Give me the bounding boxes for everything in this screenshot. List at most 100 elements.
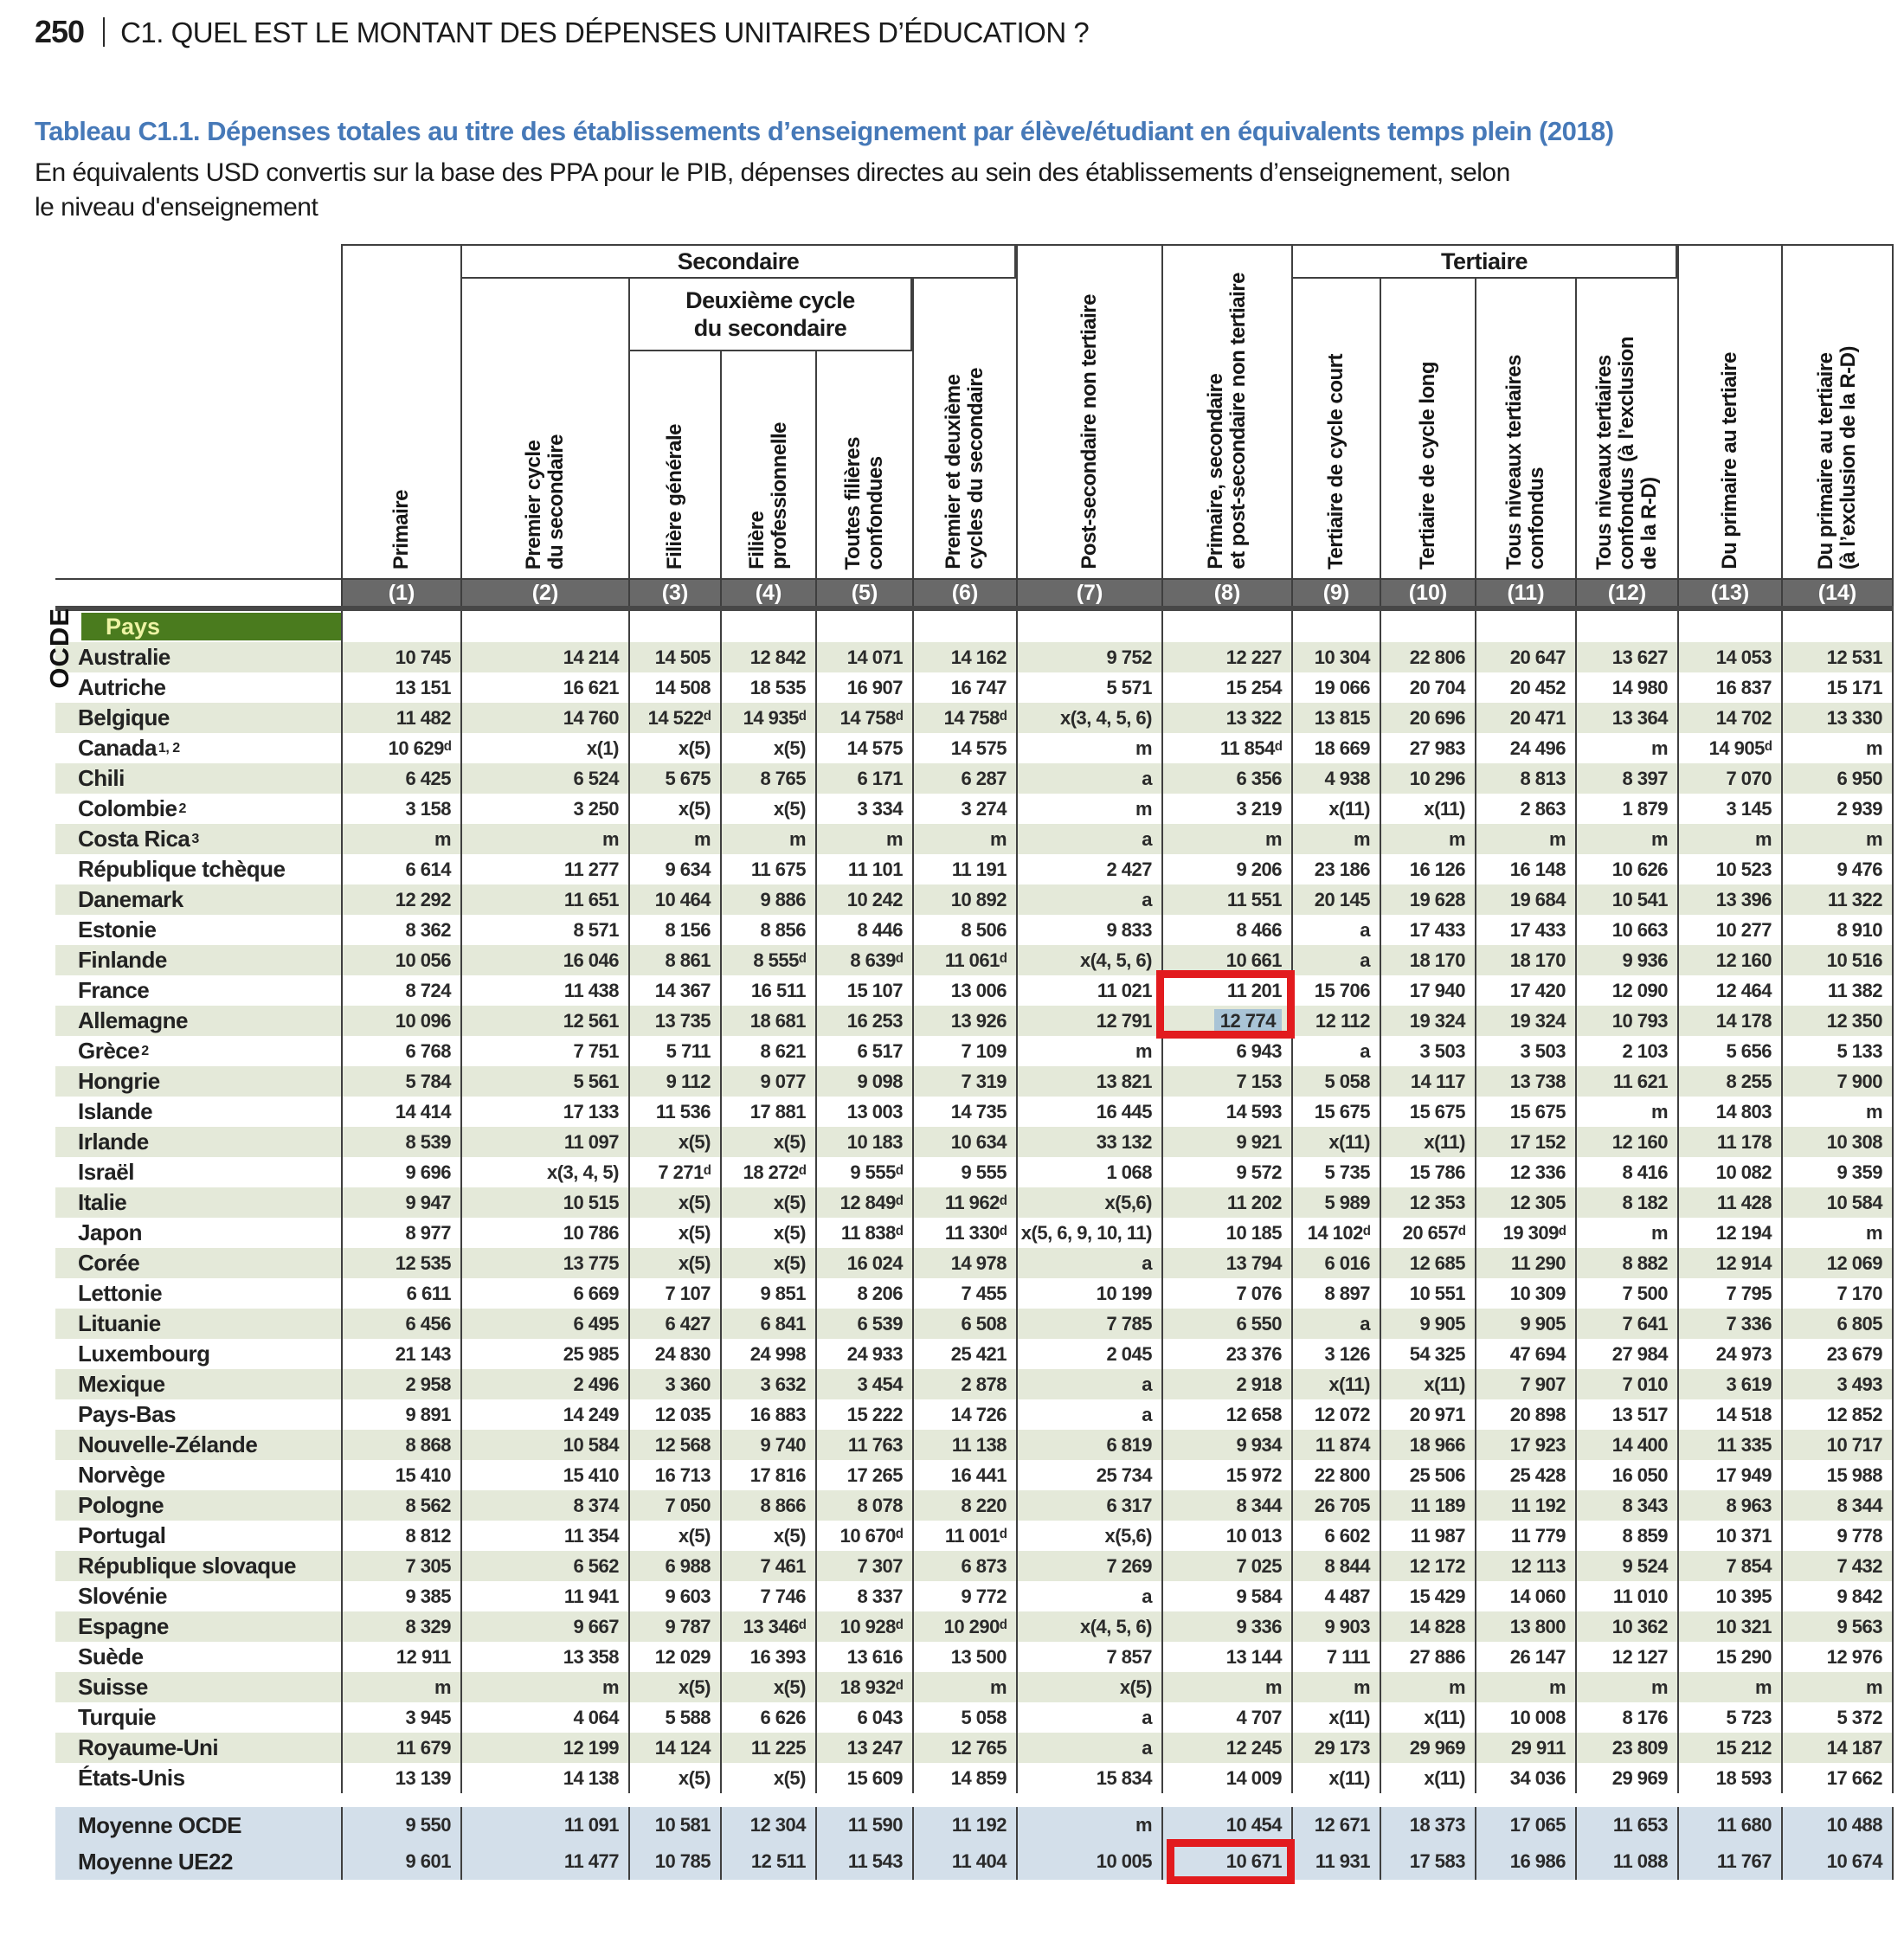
country-cell: Danemark xyxy=(78,886,183,912)
value-cell: 16 986 xyxy=(1475,1843,1575,1880)
column-number: (14) xyxy=(1781,580,1894,606)
table-row: Nouvelle-Zélande 8 868 10 584 12 568 9 740 11… xyxy=(55,1430,1894,1460)
value-cell: 10 541 xyxy=(1575,884,1677,915)
value-cell: 7 432 xyxy=(1781,1551,1894,1581)
value-cell: 12 852 xyxy=(1781,1399,1894,1430)
value-cell: 10 515 xyxy=(460,1187,628,1218)
country-cell: Turquie xyxy=(78,1704,156,1730)
country-cell: Moyenne OCDE xyxy=(78,1811,242,1838)
value-cell: 23 376 xyxy=(1161,1339,1291,1369)
value-cell: a xyxy=(1016,1248,1161,1278)
value-cell: 8 882 xyxy=(1575,1248,1677,1278)
column-number: (12) xyxy=(1575,580,1677,606)
value-cell: 10 785 xyxy=(628,1843,720,1880)
table-row: Chili 6 425 6 524 5 675 8 765 6 171 6 287 a 6 35… xyxy=(55,763,1894,794)
country-cell: États-Unis xyxy=(78,1765,185,1791)
value-cell: 2 045 xyxy=(1016,1339,1161,1369)
value-cell: 24 973 xyxy=(1677,1339,1781,1369)
value-cell: 12 511 xyxy=(720,1843,815,1880)
value-cell: 13 500 xyxy=(912,1642,1016,1672)
value-cell: 8 977 xyxy=(341,1218,460,1248)
value-cell: 12 531 xyxy=(1781,642,1894,672)
value-cell: 8 562 xyxy=(341,1490,460,1521)
value-cell: 4 064 xyxy=(460,1702,628,1733)
header-country-spacer xyxy=(55,244,341,578)
value-cell: 10 516 xyxy=(1781,945,1894,975)
value-cell: 24 998 xyxy=(720,1339,815,1369)
value-cell: 10 308 xyxy=(1781,1127,1894,1157)
value-cell: 20 452 xyxy=(1475,672,1575,703)
pays-row: Pays xyxy=(55,611,1894,642)
value-cell: m xyxy=(1781,824,1894,854)
value-cell: 15 706 xyxy=(1291,975,1380,1006)
value-cell: m xyxy=(1575,1218,1677,1248)
value-cell: 11 551 xyxy=(1161,884,1291,915)
value-cell: 12 671 xyxy=(1291,1807,1380,1843)
value-cell: 11 651 xyxy=(460,884,628,915)
value-cell: 6 943 xyxy=(1161,1036,1291,1066)
table-row: Mexique 2 958 2 496 3 360 3 632 3 454 2 878 a 2 … xyxy=(55,1369,1894,1399)
value-cell: 4 707 xyxy=(1161,1702,1291,1733)
value-cell: 10 892 xyxy=(912,884,1016,915)
value-cell: 12 350 xyxy=(1781,1006,1894,1036)
value-cell: x(5) xyxy=(628,733,720,763)
column-number: (11) xyxy=(1475,580,1575,606)
value-cell: 14 071 xyxy=(815,642,912,672)
value-cell: x(5) xyxy=(628,1218,720,1248)
pays-row-cell xyxy=(1781,611,1894,642)
value-cell: 13 794 xyxy=(1161,1248,1291,1278)
value-cell: 11 097 xyxy=(460,1127,628,1157)
value-cell: 11 931 xyxy=(1291,1843,1380,1880)
value-cell: 33 132 xyxy=(1016,1127,1161,1157)
value-cell: 6 171 xyxy=(815,763,912,794)
value-cell: 2 918 xyxy=(1161,1369,1291,1399)
value-cell: 10 523 xyxy=(1677,854,1781,884)
value-cell: x(5) xyxy=(720,794,815,824)
value-cell: 11 061ᵈ xyxy=(912,945,1016,975)
value-cell: 14 117 xyxy=(1380,1066,1475,1097)
value-cell: 8 416 xyxy=(1575,1157,1677,1187)
table-row: France 8 724 11 438 14 367 16 511 15 107 13 00… xyxy=(55,975,1894,1006)
value-cell: 9 112 xyxy=(628,1066,720,1097)
value-cell: 10 793 xyxy=(1575,1006,1677,1036)
value-cell: x(11) xyxy=(1380,1763,1475,1793)
value-cell: 4 938 xyxy=(1291,763,1380,794)
table-row: Islande 14 414 17 133 11 536 17 881 13 003 14 … xyxy=(55,1097,1894,1127)
value-cell: 10 395 xyxy=(1677,1581,1781,1611)
value-cell: 14 803 xyxy=(1677,1097,1781,1127)
value-cell: m xyxy=(1781,1218,1894,1248)
value-cell: 10 717 xyxy=(1781,1430,1894,1460)
value-cell: 8 176 xyxy=(1575,1702,1677,1733)
value-cell: 8 765 xyxy=(720,763,815,794)
value-cell: x(5) xyxy=(628,1127,720,1157)
value-cell: 3 619 xyxy=(1677,1369,1781,1399)
value-cell: 1 068 xyxy=(1016,1157,1161,1187)
value-cell: x(5,6) xyxy=(1016,1187,1161,1218)
value-cell: 11 679 xyxy=(341,1733,460,1763)
value-cell: 9 778 xyxy=(1781,1521,1894,1551)
value-cell: a xyxy=(1291,1036,1380,1066)
value-cell: 14 575 xyxy=(912,733,1016,763)
value-cell: 12 791 xyxy=(1016,1006,1161,1036)
value-cell: 16 393 xyxy=(720,1642,815,1672)
value-cell: 16 883 xyxy=(720,1399,815,1430)
column-header: Tous niveaux tertiaires confondus (à l’e… xyxy=(1575,279,1677,578)
value-cell: 7 319 xyxy=(912,1066,1016,1097)
value-cell: 14 508 xyxy=(628,672,720,703)
value-cell: 15 222 xyxy=(815,1399,912,1430)
value-cell: 9 696 xyxy=(341,1157,460,1187)
column-header: Tous niveaux tertiaires confondus xyxy=(1475,279,1575,578)
value-cell: 34 036 xyxy=(1475,1763,1575,1793)
column-number: (7) xyxy=(1016,580,1161,606)
value-cell: 17 152 xyxy=(1475,1127,1575,1157)
value-cell: x(11) xyxy=(1380,1127,1475,1157)
value-cell: x(5,6) xyxy=(1016,1521,1161,1551)
value-cell: 21 143 xyxy=(341,1339,460,1369)
table-row: Finlande 10 056 16 046 8 861 8 555ᵈ 8 639ᵈ 11 … xyxy=(55,945,1894,975)
value-cell: 12 765 xyxy=(912,1733,1016,1763)
value-cell: m xyxy=(1575,1097,1677,1127)
value-cell: 6 614 xyxy=(341,854,460,884)
value-cell: 22 800 xyxy=(1291,1460,1380,1490)
value-cell: m xyxy=(341,824,460,854)
value-cell: a xyxy=(1016,1733,1161,1763)
